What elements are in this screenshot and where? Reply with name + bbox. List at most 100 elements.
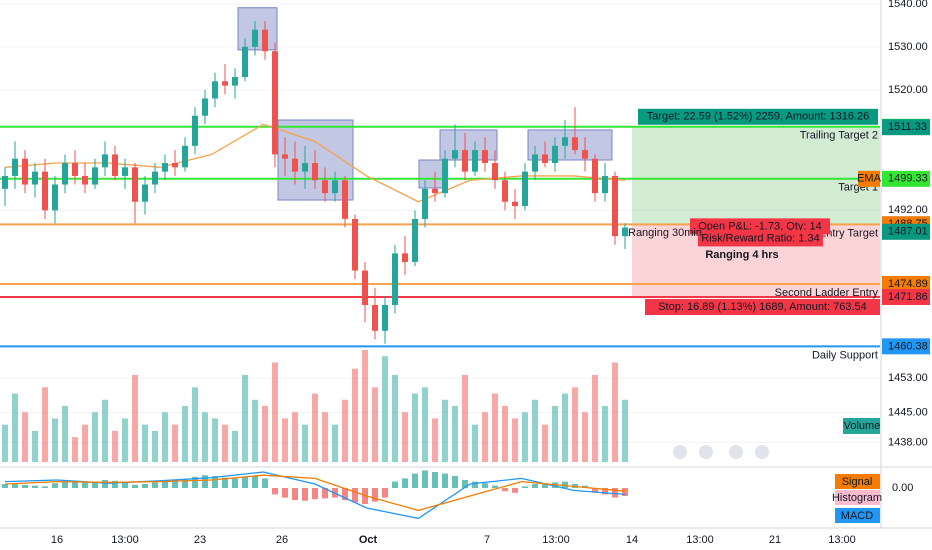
range-box (439, 129, 498, 161)
candle-body (562, 137, 568, 146)
signal-line (4, 474, 626, 512)
flag-icon (699, 445, 713, 459)
position-label-bg (698, 230, 823, 247)
flag-icon (673, 445, 687, 459)
candle-body (412, 218, 418, 262)
volume-bar (622, 399, 628, 462)
histogram-bar (602, 488, 608, 495)
histogram-bar (302, 488, 308, 501)
histogram-bar (432, 472, 438, 488)
volume-bar (102, 399, 108, 462)
candle-body (522, 171, 528, 207)
level-label: Trailing Target 2 (800, 130, 878, 142)
candle-body (12, 158, 18, 176)
histogram-bar (122, 481, 128, 488)
histogram-bar (542, 483, 548, 488)
histogram-bar (132, 484, 138, 488)
candle-body (602, 175, 608, 194)
histogram-bar (232, 478, 238, 488)
annotation: Ranging 30min (628, 227, 702, 239)
candle-body (152, 171, 158, 185)
volume-bar (82, 424, 88, 462)
histogram-bar (422, 470, 428, 488)
x-tick-label: 13:00 (828, 534, 856, 546)
position-label: Risk/Reward Ratio: 1.34 (701, 232, 820, 244)
macd-badge (835, 490, 880, 505)
histogram-bar (152, 482, 158, 488)
level-label: Second Ladder Entry (775, 287, 879, 299)
histogram-bar (382, 488, 388, 498)
histogram-bar (592, 488, 598, 493)
volume-bar (382, 356, 388, 462)
candle-body (462, 150, 468, 172)
candle-body (72, 163, 78, 176)
candle-body (572, 137, 578, 151)
histogram-bar (22, 484, 28, 488)
histogram-bar (262, 478, 268, 488)
candle-body (102, 154, 108, 168)
candle-body (302, 163, 308, 172)
candle-body (442, 158, 448, 194)
candle-body (432, 188, 438, 194)
volume-bar (62, 406, 68, 462)
candle-body (62, 163, 68, 185)
histogram-bar (312, 488, 318, 500)
histogram-bar (412, 473, 418, 488)
histogram-bar (102, 480, 108, 488)
volume-bar (462, 374, 468, 462)
candle-body (342, 180, 348, 219)
volume-bar (592, 374, 598, 462)
y-tick-label: 1453.00 (888, 372, 928, 384)
candle-body (222, 81, 228, 86)
volume-bar (352, 368, 358, 462)
candle-body (292, 158, 298, 172)
price-tag-label: 1511.33 (888, 121, 927, 133)
candle-body (262, 29, 268, 52)
histogram-bar (112, 480, 118, 488)
x-tick-label: 16 (51, 534, 63, 546)
candle-body (282, 154, 288, 159)
volume-bar (602, 406, 608, 462)
volume-bar (192, 387, 198, 462)
volume-bar (562, 393, 568, 462)
volume-bar (72, 437, 78, 462)
volume-bar (212, 418, 218, 462)
price-tag-label: 1474.89 (888, 278, 928, 290)
histogram-bar (42, 486, 48, 488)
volume-bar (292, 412, 298, 462)
y-tick-label: 1530.00 (888, 41, 928, 53)
position-label-bg (645, 299, 880, 316)
histogram-bar (12, 483, 18, 488)
volume-bar (502, 406, 508, 462)
candle-body (382, 304, 388, 331)
candle-body (2, 175, 8, 189)
range-box (418, 159, 444, 189)
position-label: Stop: 16.89 (1.13%) 1689, Amount: 763.54 (658, 301, 867, 313)
volume-bar (572, 387, 578, 462)
volume-bar (2, 424, 8, 462)
candle-body (362, 270, 368, 305)
volume-bar (162, 412, 168, 462)
volume-bar (612, 362, 618, 462)
x-tick-label: 7 (484, 534, 490, 546)
candle-body (372, 304, 378, 331)
x-tick-label: 13:00 (111, 534, 139, 546)
price-tag (882, 170, 930, 187)
volume-label: Volume (844, 420, 881, 432)
volume-bar (442, 399, 448, 462)
candle-body (422, 188, 428, 219)
volume-bar (412, 393, 418, 462)
price-tag-label: 1460.38 (888, 340, 928, 352)
candle-body (242, 46, 248, 77)
ema-line (4, 123, 626, 203)
histogram-bar (212, 476, 218, 488)
candle-body (512, 201, 518, 207)
histogram-bar (462, 480, 468, 488)
volume-bar (512, 418, 518, 462)
candle-body (212, 81, 218, 99)
histogram-bar (452, 476, 458, 488)
histogram-bar (622, 488, 628, 496)
histogram-bar (82, 482, 88, 488)
candle-body (472, 150, 478, 172)
histogram-bar (522, 486, 528, 488)
